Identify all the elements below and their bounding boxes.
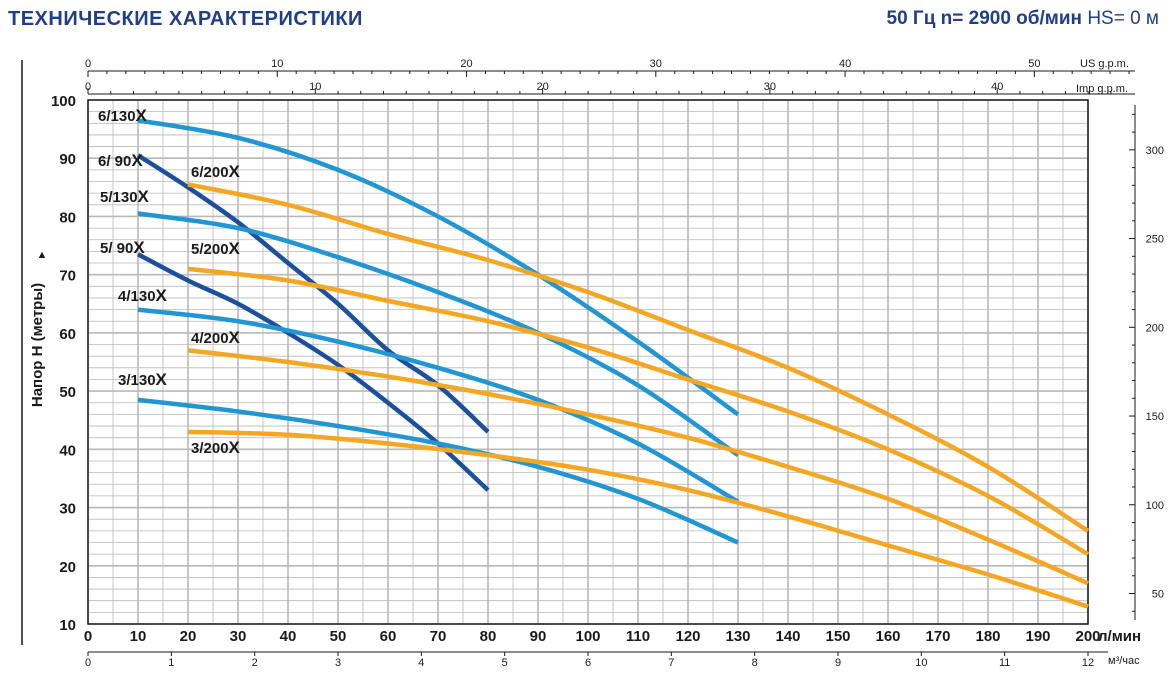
feet-tick-label: 300 <box>1146 145 1164 157</box>
y-tick-label: 70 <box>59 268 76 285</box>
y-tick-label: 50 <box>59 384 76 401</box>
m3h-tick-label: 10 <box>915 657 927 669</box>
imp-gpm-tick-label: 0 <box>85 81 91 93</box>
series-label: 5/200X <box>191 239 241 258</box>
plot-frame <box>87 99 1089 625</box>
series-curve-3-130X <box>137 397 739 545</box>
imp-gpm-unit-label: Imp g.p.m. <box>1076 83 1128 95</box>
x-tick-label: 70 <box>430 628 447 645</box>
m3h-tick-label: 9 <box>835 657 841 669</box>
series-curve-4-200X <box>187 348 1089 586</box>
y-tick-label: 20 <box>59 559 76 576</box>
feet-tick-label: 50 <box>1152 588 1164 600</box>
series-curve-3-200X <box>187 429 1089 609</box>
imp-gpm-tick-label: 10 <box>309 81 321 93</box>
x-tick-label: 130 <box>725 628 750 645</box>
x-tick-label: 20 <box>180 628 197 645</box>
us-gpm-tick-label: 40 <box>839 58 851 70</box>
us-gpm-unit-label: US g.p.m. <box>1080 58 1129 70</box>
x-tick-label: 50 <box>330 628 347 645</box>
x-tick-label: 170 <box>925 628 950 645</box>
x-tick-label: 80 <box>480 628 497 645</box>
feet-tick-label: 100 <box>1146 500 1164 512</box>
y-tick-label: 10 <box>59 617 76 634</box>
us-gpm-tick-label: 50 <box>1028 58 1040 70</box>
m3h-tick-label: 11 <box>999 657 1010 669</box>
us-gpm-tick-label: 30 <box>650 58 662 70</box>
series-curve-4-130X <box>137 307 740 504</box>
y-tick-label: 60 <box>59 326 76 343</box>
m3h-tick-label: 3 <box>335 657 341 669</box>
series-label: 6/130X <box>98 106 148 125</box>
chart-title: ТЕХНИЧЕСКИЕ ХАРАКТЕРИСТИКИ <box>8 8 363 30</box>
x-tick-label: 110 <box>626 628 650 645</box>
x-tick-label: 190 <box>1025 628 1050 645</box>
series-label: 6/200X <box>191 162 241 181</box>
series-label: 3/200X <box>191 438 241 457</box>
y-tick-label: 40 <box>59 442 76 459</box>
suction-head-text: HS= 0 м <box>1087 8 1159 29</box>
x-tick-label: 120 <box>675 628 700 645</box>
imp-gpm-tick-label: 40 <box>991 81 1003 93</box>
x-tick-label: 150 <box>825 628 850 645</box>
series-curve-5-130X <box>137 211 740 458</box>
m3h-tick-label: 12 <box>1082 657 1094 669</box>
y-tick-label: 80 <box>59 209 76 226</box>
imp-gpm-tick-label: 30 <box>764 81 776 93</box>
m3h-tick-label: 0 <box>85 657 91 669</box>
y-axis-arrow-icon: ▲ <box>37 249 48 261</box>
m3h-unit-label: м³/час <box>1108 655 1140 667</box>
us-gpm-tick-label: 20 <box>460 58 472 70</box>
x-tick-label: 100 <box>575 628 600 645</box>
m3h-tick-label: 6 <box>585 657 591 669</box>
x-tick-label: 160 <box>875 628 900 645</box>
x-tick-label: 200 <box>1075 628 1100 645</box>
series-label: 4/130X <box>118 286 168 305</box>
frequency-speed-text: 50 Гц n= 2900 об/мин <box>886 8 1083 29</box>
us-gpm-tick-label: 0 <box>85 58 91 70</box>
series-label: 4/200X <box>191 328 241 347</box>
series-curve-5-200X <box>187 266 1090 557</box>
m3h-tick-label: 1 <box>168 657 174 669</box>
y-tick-label: 30 <box>59 501 76 518</box>
y-tick-label: 100 <box>51 93 76 110</box>
m3h-tick-label: 4 <box>418 657 424 669</box>
series-label: 5/130X <box>100 187 150 206</box>
series-label: 3/130X <box>118 370 168 389</box>
series-label: 6/ 90X <box>98 151 143 170</box>
x-unit-label: л/мин <box>1098 628 1141 645</box>
x-tick-label: 140 <box>775 628 800 645</box>
y-tick-label: 90 <box>59 151 76 168</box>
operating-conditions: 50 Гц n= 2900 об/мин HS= 0 м <box>887 8 1159 30</box>
x-tick-label: 40 <box>280 628 297 645</box>
feet-tick-label: 150 <box>1146 411 1164 423</box>
m3h-tick-label: 2 <box>252 657 258 669</box>
y-axis-title: Напор Н (метры) <box>29 283 46 407</box>
x-tick-label: 0 <box>84 628 92 645</box>
us-gpm-tick-label: 10 <box>271 58 283 70</box>
x-tick-label: 180 <box>975 628 1000 645</box>
m3h-tick-label: 8 <box>752 657 758 669</box>
series-curve-6-200X <box>187 182 1090 533</box>
series-curve-6-130X <box>137 118 740 417</box>
feet-tick-label: 200 <box>1146 322 1164 334</box>
feet-tick-label: 250 <box>1146 234 1164 246</box>
x-tick-label: 60 <box>380 628 397 645</box>
imp-gpm-tick-label: 20 <box>536 81 548 93</box>
series-label: 5/ 90X <box>100 238 145 257</box>
m3h-tick-label: 5 <box>502 657 508 669</box>
x-tick-label: 10 <box>130 628 147 645</box>
chart-series-labels: 6/130X 6/ 90X 6/200X 5/130X 5/ 90X 5/200X 4/13… <box>98 106 241 457</box>
m3h-tick-label: 7 <box>668 657 674 669</box>
x-tick-label: 90 <box>530 628 547 645</box>
x-tick-label: 30 <box>230 628 247 645</box>
chart-series <box>136 118 1090 609</box>
